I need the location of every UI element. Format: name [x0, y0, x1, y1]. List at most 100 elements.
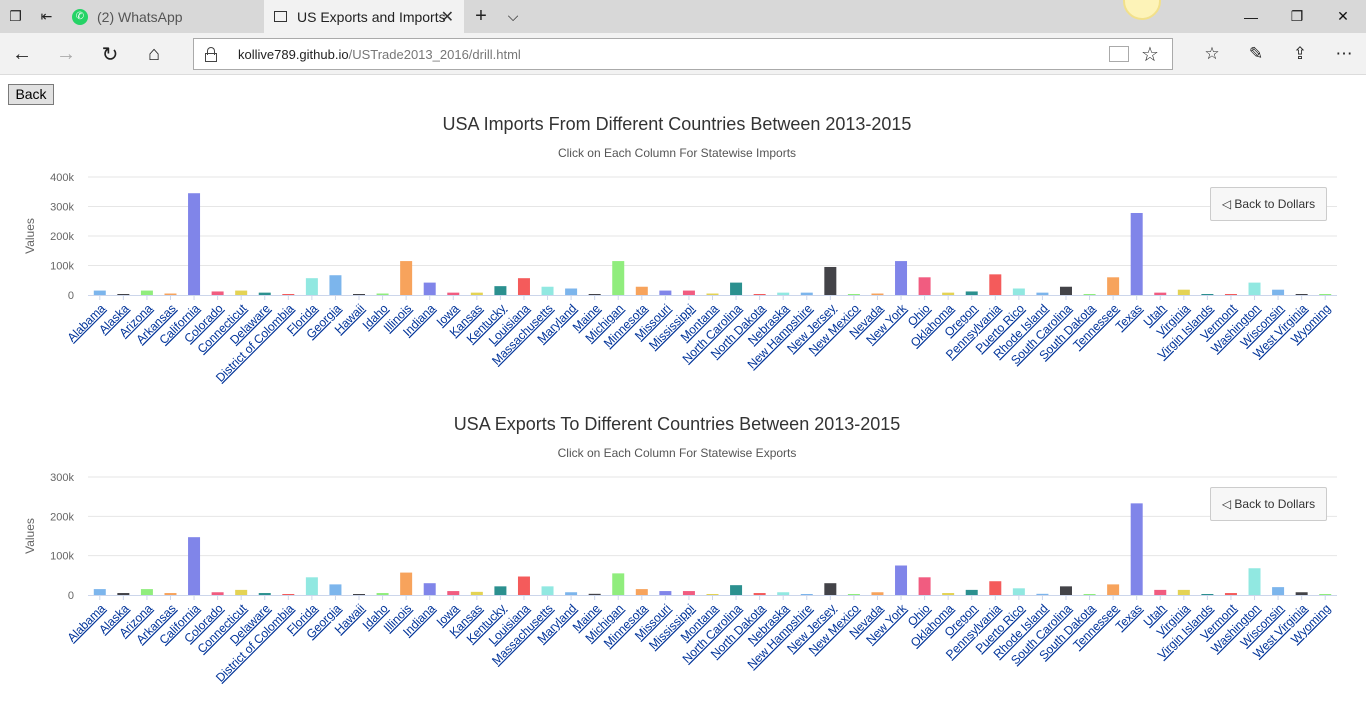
- bar-pennsylvania[interactable]: [989, 581, 1002, 595]
- tab-us-exports-imports[interactable]: US Exports and Imports ✕: [264, 0, 464, 33]
- bar-mississippi[interactable]: [682, 290, 695, 295]
- bar-illinois[interactable]: [400, 572, 413, 595]
- bar-georgia[interactable]: [329, 275, 342, 295]
- bar-rhode-island[interactable]: [1036, 292, 1049, 295]
- bar-wyoming[interactable]: [1319, 594, 1332, 595]
- bar-idaho[interactable]: [376, 293, 389, 295]
- bar-south-carolina[interactable]: [1059, 586, 1072, 595]
- bar-tennessee[interactable]: [1107, 584, 1120, 595]
- bar-wisconsin[interactable]: [1272, 289, 1285, 295]
- bar-virginia[interactable]: [1177, 589, 1190, 595]
- bar-missouri[interactable]: [659, 290, 672, 295]
- bar-illinois[interactable]: [400, 261, 413, 295]
- set-aside-tabs-icon[interactable]: ⇤: [40, 8, 53, 24]
- bar-nebraska[interactable]: [777, 592, 790, 595]
- bar-puerto-rico[interactable]: [1012, 288, 1025, 295]
- bar-oklahoma[interactable]: [942, 292, 955, 295]
- x-tick-label[interactable]: Texas: [1113, 601, 1145, 633]
- bar-indiana[interactable]: [423, 583, 436, 595]
- bar-iowa[interactable]: [447, 292, 460, 295]
- window-close-icon[interactable]: ✕: [1337, 8, 1349, 24]
- tab-list-chevron-icon[interactable]: ⌵: [507, 8, 519, 24]
- bar-alabama[interactable]: [93, 589, 106, 595]
- bar-nebraska[interactable]: [777, 292, 790, 295]
- more-icon[interactable]: ⋯: [1335, 44, 1353, 63]
- bar-oregon[interactable]: [965, 589, 978, 595]
- web-note-pen-icon[interactable]: ✎: [1248, 44, 1264, 63]
- bar-texas[interactable]: [1130, 212, 1143, 295]
- bar-colorado[interactable]: [211, 291, 224, 295]
- bar-alaska[interactable]: [117, 294, 130, 295]
- bar-alabama[interactable]: [93, 290, 106, 295]
- url-text[interactable]: kollive789.github.io/USTrade2013_2016/dr…: [238, 47, 521, 62]
- address-bar[interactable]: kollive789.github.io/USTrade2013_2016/dr…: [193, 38, 1173, 70]
- bar-maine[interactable]: [588, 294, 601, 295]
- bar-new-york[interactable]: [895, 261, 908, 295]
- back-to-dollars-button[interactable]: ◁ Back to Dollars: [1210, 187, 1327, 221]
- bar-alaska[interactable]: [117, 593, 130, 595]
- bar-ohio[interactable]: [918, 277, 931, 295]
- bar-tennessee[interactable]: [1107, 277, 1120, 295]
- bar-utah[interactable]: [1154, 292, 1167, 295]
- bar-oregon[interactable]: [965, 291, 978, 295]
- bar-arizona[interactable]: [140, 290, 153, 295]
- bar-utah[interactable]: [1154, 589, 1167, 595]
- restore-icon[interactable]: ❐: [1290, 8, 1304, 24]
- bar-north-dakota[interactable]: [753, 593, 766, 595]
- back-arrow-icon[interactable]: ←: [12, 42, 32, 65]
- bar-vermont[interactable]: [1224, 593, 1237, 595]
- x-tick-label[interactable]: Texas: [1113, 301, 1145, 333]
- bar-hawaii[interactable]: [353, 594, 366, 595]
- bar-new-hampshire[interactable]: [800, 292, 813, 295]
- bar-maine[interactable]: [588, 593, 601, 595]
- bar-kentucky[interactable]: [494, 586, 507, 595]
- bar-virgin-islands[interactable]: [1201, 294, 1214, 295]
- bar-new-jersey[interactable]: [824, 583, 837, 595]
- close-tab-icon[interactable]: ✕: [440, 8, 454, 26]
- back-button[interactable]: Back: [8, 84, 54, 105]
- bar-virginia[interactable]: [1177, 289, 1190, 295]
- new-tab-icon[interactable]: +: [475, 5, 487, 27]
- bar-minnesota[interactable]: [635, 589, 648, 595]
- bar-delaware[interactable]: [258, 292, 271, 295]
- bar-new-york[interactable]: [895, 565, 908, 596]
- bar-north-carolina[interactable]: [730, 282, 743, 295]
- bar-vermont[interactable]: [1224, 294, 1237, 295]
- bar-indiana[interactable]: [423, 282, 436, 295]
- bar-delaware[interactable]: [258, 593, 271, 595]
- bar-kentucky[interactable]: [494, 286, 507, 295]
- bar-louisiana[interactable]: [517, 278, 530, 295]
- bar-south-dakota[interactable]: [1083, 294, 1096, 295]
- bar-maryland[interactable]: [565, 592, 578, 595]
- bar-montana[interactable]: [706, 594, 719, 595]
- bar-north-carolina[interactable]: [730, 585, 743, 595]
- bar-massachusetts[interactable]: [541, 586, 554, 595]
- favorites-hub-icon[interactable]: ☆: [1204, 44, 1220, 63]
- back-to-dollars-button[interactable]: ◁ Back to Dollars: [1210, 487, 1327, 521]
- bar-new-mexico[interactable]: [847, 294, 860, 295]
- bar-michigan[interactable]: [612, 573, 625, 595]
- bar-florida[interactable]: [305, 577, 318, 595]
- bar-missouri[interactable]: [659, 591, 672, 595]
- bar-mississippi[interactable]: [682, 591, 695, 595]
- bar-south-dakota[interactable]: [1083, 594, 1096, 595]
- tab-actions-icon[interactable]: ❐: [9, 8, 22, 24]
- bar-louisiana[interactable]: [517, 576, 530, 595]
- bar-west-virginia[interactable]: [1295, 294, 1308, 295]
- bar-nevada[interactable]: [871, 592, 884, 595]
- forward-arrow-icon[interactable]: →: [56, 42, 76, 65]
- bar-maryland[interactable]: [565, 288, 578, 295]
- bar-washington[interactable]: [1248, 282, 1261, 295]
- bar-kansas[interactable]: [470, 591, 483, 595]
- bar-new-hampshire[interactable]: [800, 594, 813, 595]
- bar-south-carolina[interactable]: [1059, 286, 1072, 295]
- bar-california[interactable]: [188, 537, 201, 595]
- bar-nevada[interactable]: [871, 293, 884, 295]
- bar-district-of-colombia[interactable]: [282, 294, 295, 295]
- bar-virgin-islands[interactable]: [1201, 594, 1214, 595]
- bar-rhode-island[interactable]: [1036, 593, 1049, 595]
- bar-georgia[interactable]: [329, 584, 342, 595]
- bar-montana[interactable]: [706, 293, 719, 295]
- bar-puerto-rico[interactable]: [1012, 588, 1025, 595]
- bar-kansas[interactable]: [470, 292, 483, 295]
